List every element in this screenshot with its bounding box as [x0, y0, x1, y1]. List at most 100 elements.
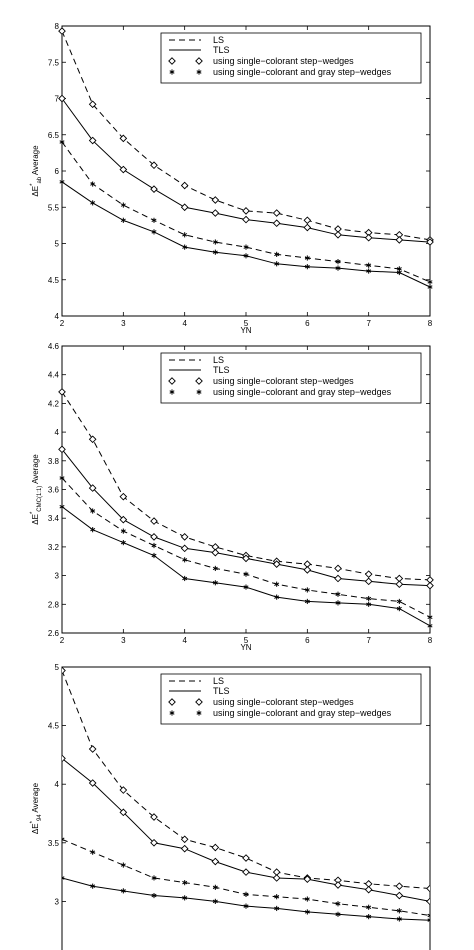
- data-point: [211, 548, 220, 557]
- legend-label-ls: LS: [213, 355, 224, 365]
- data-point: [243, 253, 249, 259]
- data-point: [274, 251, 280, 257]
- data-point: [88, 779, 97, 787]
- data-point: [427, 279, 433, 285]
- data-point: [211, 196, 220, 204]
- data-point: [120, 528, 126, 534]
- data-point: [427, 917, 430, 923]
- series-line-ls-star: [61, 477, 431, 618]
- data-point: [304, 264, 310, 270]
- data-point: [304, 587, 310, 593]
- y-tick-label: 4.6: [48, 342, 60, 351]
- data-point: [180, 544, 189, 553]
- data-point: [182, 895, 188, 901]
- data-point: [88, 435, 97, 444]
- x-tick-label: 3: [121, 319, 126, 328]
- data-point: [334, 574, 342, 583]
- data-point: [212, 898, 218, 904]
- y-tick-label: 6.5: [48, 131, 60, 140]
- y-tick-label: 3.8: [48, 457, 60, 466]
- y-axis-label: ΔE*94 Average: [30, 782, 43, 834]
- data-point: [304, 598, 310, 605]
- data-point: [88, 745, 97, 753]
- data-point: [62, 667, 66, 675]
- y-tick-label: 8: [55, 22, 60, 31]
- data-point: [211, 857, 220, 866]
- data-point: [180, 835, 189, 844]
- legend-box: [160, 32, 422, 84]
- data-point: [119, 786, 128, 794]
- data-point: [364, 577, 373, 586]
- y-tick-label: 3: [55, 897, 60, 906]
- legend-box: [160, 673, 422, 725]
- data-point: [151, 875, 157, 881]
- data-point: [274, 594, 280, 600]
- data-point: [366, 268, 372, 274]
- data-point: [150, 838, 158, 847]
- data-point: [120, 539, 126, 546]
- y-tick-label: 4.4: [48, 371, 60, 380]
- data-point: [427, 284, 433, 290]
- x-tick-label: 3: [121, 636, 126, 645]
- data-point: [272, 560, 281, 568]
- data-point: [59, 475, 65, 481]
- data-point: [303, 223, 312, 232]
- data-point: [366, 595, 372, 602]
- y-tick-label: 7.5: [48, 58, 60, 67]
- data-point: [120, 217, 126, 223]
- chart-panel-1: 4 4.5 5 5.5 6 6.5 7 7.5 8 2 3 4 5 6 7 8 YN ΔE*ab Average L…: [30, 22, 434, 335]
- data-point: [366, 601, 372, 607]
- legend-label-single-colorant: using single−colorant step−wedges: [213, 697, 354, 707]
- data-point: [180, 203, 189, 212]
- data-point: [427, 614, 433, 620]
- series-line-tls-diamond: [61, 448, 431, 587]
- legend-marker-diamond: [195, 57, 203, 65]
- data-point: [395, 236, 404, 244]
- data-point: [303, 875, 312, 883]
- data-point: [62, 836, 65, 842]
- data-point: [426, 897, 430, 906]
- series-line-tls-star: [61, 181, 431, 288]
- data-point: [243, 891, 249, 897]
- data-point: [151, 542, 157, 549]
- x-tick-label: 5: [244, 636, 249, 645]
- data-point: [212, 249, 218, 255]
- data-point: [366, 914, 372, 920]
- data-point: [396, 606, 402, 612]
- x-tick-label: 6: [305, 319, 310, 328]
- data-point: [395, 891, 404, 900]
- x-tick-label: 2: [60, 636, 65, 645]
- legend-label-tls: TLS: [213, 686, 230, 696]
- data-point: [366, 262, 372, 268]
- data-point: [90, 527, 96, 533]
- y-tick-label: 5.5: [48, 203, 60, 212]
- data-point: [180, 844, 189, 853]
- data-point: [274, 581, 280, 587]
- data-point: [242, 215, 250, 224]
- series-group: [62, 667, 430, 923]
- data-point: [426, 884, 430, 893]
- x-tick-label: 4: [182, 636, 187, 645]
- legend-label-single-colorant-gray: using single−colorant and gray step−wedg…: [213, 387, 392, 397]
- data-point: [119, 165, 128, 174]
- y-tick-label: 2.8: [48, 600, 60, 609]
- y-tick-label: 4: [55, 780, 60, 789]
- data-point: [272, 874, 281, 882]
- legend-marker-star: [169, 710, 175, 716]
- data-point: [242, 207, 250, 215]
- legend-label-ls: LS: [213, 676, 224, 686]
- legend-marker-star: [196, 710, 202, 716]
- data-point: [90, 883, 96, 889]
- data-point: [212, 239, 218, 245]
- data-point: [242, 854, 250, 862]
- data-point: [90, 200, 96, 206]
- data-point: [396, 598, 402, 605]
- plot-frame: [61, 666, 431, 950]
- legend-label-single-colorant-gray: using single−colorant and gray step−wedg…: [213, 708, 392, 718]
- data-point: [334, 230, 342, 239]
- y-axis-label: ΔE*CMC(1:1) Average: [30, 454, 43, 525]
